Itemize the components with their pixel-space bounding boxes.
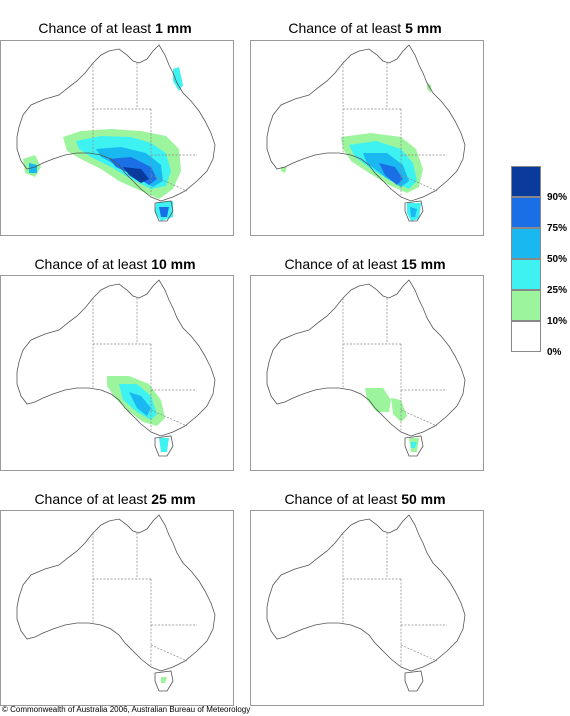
copyright-notice: © Commonwealth of Australia 2006, Austra…	[2, 705, 251, 714]
legend-swatch-10	[511, 290, 541, 321]
map-panel-5mm	[250, 40, 484, 236]
legend-swatch-50	[511, 228, 541, 259]
australia-outline-50mm	[266, 514, 466, 692]
legend-label-0: 0%	[547, 347, 562, 358]
australia-outline-15mm	[266, 279, 466, 457]
panel-title-50mm: Chance of at least 50 mm	[284, 491, 446, 507]
map-panel-25mm	[0, 510, 234, 706]
legend-swatch-90	[511, 166, 541, 197]
rain-overlay-25mm	[161, 677, 167, 683]
rain-overlay-5mm	[281, 83, 431, 221]
rain-overlay-15mm	[365, 388, 419, 452]
legend-label-10: 10%	[547, 316, 568, 327]
australia-outline-25mm	[16, 514, 216, 692]
rain-overlay-1mm	[23, 67, 183, 221]
legend-swatch-25	[511, 259, 541, 290]
legend-label-75: 75%	[547, 223, 568, 234]
legend-label-25: 25%	[547, 285, 568, 296]
legend-swatch-75	[511, 197, 541, 228]
panel-title-5mm: Chance of at least 5 mm	[288, 20, 442, 36]
legend-label-90: 90%	[547, 192, 568, 203]
australia-map-15mm	[266, 279, 466, 457]
australia-map-1mm	[16, 44, 216, 222]
panel-title-25mm: Chance of at least 25 mm	[34, 491, 196, 507]
map-panel-10mm	[0, 275, 234, 471]
australia-outline-10mm	[16, 279, 216, 457]
australia-map-5mm	[266, 44, 466, 222]
australia-outline-1mm	[16, 44, 216, 222]
australia-map-10mm	[16, 279, 216, 457]
map-panel-15mm	[250, 275, 484, 471]
legend-label-50: 50%	[547, 254, 568, 265]
rain-overlay-10mm	[107, 376, 169, 452]
map-panel-50mm	[250, 510, 484, 706]
australia-map-25mm	[16, 514, 216, 692]
panel-title-10mm: Chance of at least 10 mm	[34, 256, 196, 272]
australia-map-50mm	[266, 514, 466, 692]
australia-outline-5mm	[266, 44, 466, 222]
map-panel-1mm	[0, 40, 234, 236]
panel-title-1mm: Chance of at least 1 mm	[38, 20, 192, 36]
legend-swatch-0	[511, 321, 541, 352]
panel-title-15mm: Chance of at least 15 mm	[284, 256, 446, 272]
